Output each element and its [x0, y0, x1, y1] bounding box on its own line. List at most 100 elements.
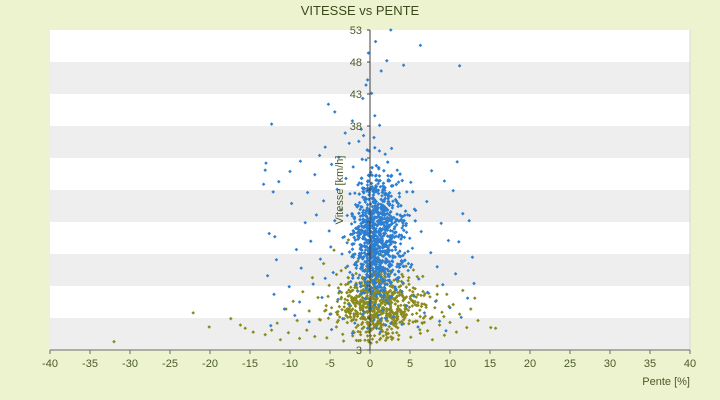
data-point: [229, 316, 233, 321]
data-point: [335, 320, 340, 324]
data-point: [355, 205, 360, 209]
data-point: [352, 312, 356, 316]
data-point: [392, 323, 396, 328]
data-point: [347, 250, 352, 254]
data-point: [364, 305, 368, 310]
data-point: [389, 28, 393, 32]
data-point: [372, 242, 377, 246]
data-point: [379, 325, 383, 330]
data-point: [342, 234, 347, 239]
data-point: [376, 279, 381, 284]
data-point: [403, 307, 407, 311]
data-point: [395, 251, 400, 256]
data-point: [331, 270, 335, 275]
data-point: [388, 294, 392, 298]
data-point: [343, 265, 348, 270]
data-point: [271, 190, 275, 194]
data-point: [392, 227, 397, 231]
data-point: [398, 242, 403, 246]
data-point: [421, 316, 426, 320]
data-point: [418, 43, 423, 48]
data-point: [383, 205, 387, 210]
data-point: [389, 294, 394, 299]
data-point: [383, 260, 387, 264]
data-point: [360, 276, 365, 281]
data-point: [433, 305, 437, 310]
data-point: [376, 308, 381, 312]
data-point: [353, 301, 358, 306]
data-point: [365, 186, 370, 190]
data-point: [382, 224, 387, 229]
data-point: [397, 333, 401, 338]
data-point: [379, 69, 383, 73]
data-point: [365, 256, 370, 260]
data-point: [350, 298, 354, 303]
data-point: [336, 318, 341, 323]
data-point: [275, 321, 279, 325]
data-point: [378, 299, 382, 303]
data-point: [309, 239, 313, 243]
data-point: [361, 208, 366, 213]
data-point: [361, 262, 365, 267]
data-point: [378, 220, 383, 224]
data-point: [414, 311, 419, 316]
data-point: [353, 285, 357, 290]
data-point: [387, 213, 392, 218]
data-point: [385, 282, 389, 287]
data-point: [396, 299, 400, 304]
data-point: [402, 251, 407, 255]
data-point: [332, 248, 336, 252]
data-point: [379, 235, 384, 239]
data-point: [393, 245, 398, 249]
data-point: [382, 285, 387, 290]
data-point: [369, 316, 374, 321]
data-point: [365, 291, 370, 295]
data-point: [353, 303, 357, 307]
data-point: [400, 226, 404, 230]
data-point: [372, 227, 376, 231]
data-point: [378, 227, 382, 231]
data-point: [399, 237, 403, 241]
data-point: [379, 275, 383, 280]
data-point: [394, 288, 399, 292]
data-point: [385, 58, 389, 63]
data-point: [363, 248, 368, 252]
data-point: [366, 179, 370, 183]
data-point: [401, 298, 405, 303]
data-point: [357, 181, 362, 185]
data-point: [347, 288, 351, 292]
data-point: [401, 63, 406, 67]
data-point: [356, 323, 360, 327]
data-point: [307, 309, 311, 313]
data-point: [386, 301, 391, 306]
data-point: [357, 200, 362, 205]
data-point: [380, 236, 384, 241]
data-point: [361, 190, 366, 195]
data-point: [351, 317, 356, 322]
data-point: [392, 318, 396, 322]
data-point: [350, 232, 355, 237]
data-point: [352, 216, 357, 221]
data-point: [453, 272, 458, 276]
data-point: [380, 217, 384, 222]
data-point: [407, 236, 412, 241]
data-point: [374, 269, 378, 273]
data-point: [385, 160, 390, 164]
data-point: [379, 285, 383, 290]
data-point: [372, 325, 377, 329]
data-point: [357, 211, 361, 216]
data-point: [333, 110, 337, 114]
data-point: [370, 337, 375, 341]
data-point: [294, 247, 299, 252]
data-point: [404, 285, 409, 289]
data-point: [425, 290, 430, 295]
data-point: [329, 305, 334, 310]
data-point: [383, 300, 388, 304]
data-point: [380, 258, 385, 263]
data-point: [435, 284, 439, 288]
data-point: [397, 262, 402, 267]
data-point: [383, 193, 388, 197]
data-point: [366, 281, 370, 285]
data-point: [371, 225, 376, 230]
